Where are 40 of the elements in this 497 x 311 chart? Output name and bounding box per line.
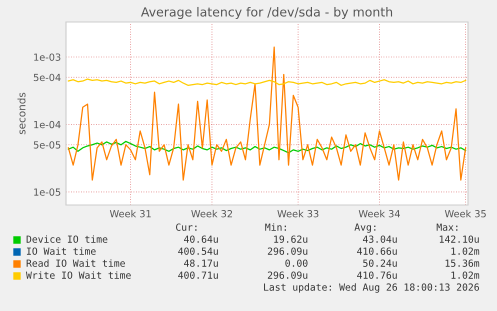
x-tick-label: Week 35 — [444, 210, 486, 218]
text: 400.71u — [178, 271, 218, 279]
text: 19.62u — [274, 235, 308, 243]
text: 296.09u — [268, 247, 308, 255]
x-tick-label: Week 33 — [277, 210, 318, 218]
text: Max: — [436, 224, 458, 231]
y-axis-title: seconds — [17, 92, 26, 134]
text: 50.24u — [363, 259, 397, 267]
text: 48.17u — [184, 259, 218, 267]
text: 15.36m — [446, 259, 480, 267]
legend-label: IO Wait time — [26, 247, 96, 255]
text: 40.64u — [184, 235, 218, 243]
x-tick-label: Week 34 — [358, 210, 400, 218]
legend-label: Device IO time — [26, 235, 108, 243]
text: Cur: — [176, 223, 196, 231]
text: 142.10u — [440, 235, 479, 243]
y-tick-label: 1e-03 — [34, 53, 60, 61]
line-series — [68, 46, 466, 181]
text: 0.00 — [285, 259, 308, 267]
x-tick-label: Week 31 — [110, 210, 151, 218]
text: 1.02m — [452, 247, 480, 255]
legend-label: Write IO Wait time — [26, 271, 131, 279]
y-tick-label: 5e-04 — [34, 74, 61, 82]
text: 410.76u — [357, 271, 397, 279]
text: Min: — [265, 223, 286, 231]
chart-title: Average latency for /dev/sda - by month — [140, 6, 392, 20]
line-series — [68, 140, 466, 154]
text: 410.66u — [357, 247, 397, 255]
y-tick-label: 1e-05 — [34, 188, 60, 196]
y-tick-label: 1e-04 — [34, 120, 61, 128]
y-tick-label: 5e-05 — [34, 141, 60, 149]
x-tick-label: Week 32 — [191, 210, 232, 218]
text: Last update: Wed Aug 26 18:00:13 2026 — [264, 283, 479, 293]
text: Avg: — [354, 224, 376, 233]
line-series — [68, 78, 466, 86]
text: 43.04u — [362, 235, 397, 243]
text: 400.54u — [178, 247, 218, 255]
text: 296.09u — [268, 271, 308, 279]
text: 1.02m — [452, 271, 480, 279]
legend-label: Read IO Wait time — [26, 259, 125, 267]
